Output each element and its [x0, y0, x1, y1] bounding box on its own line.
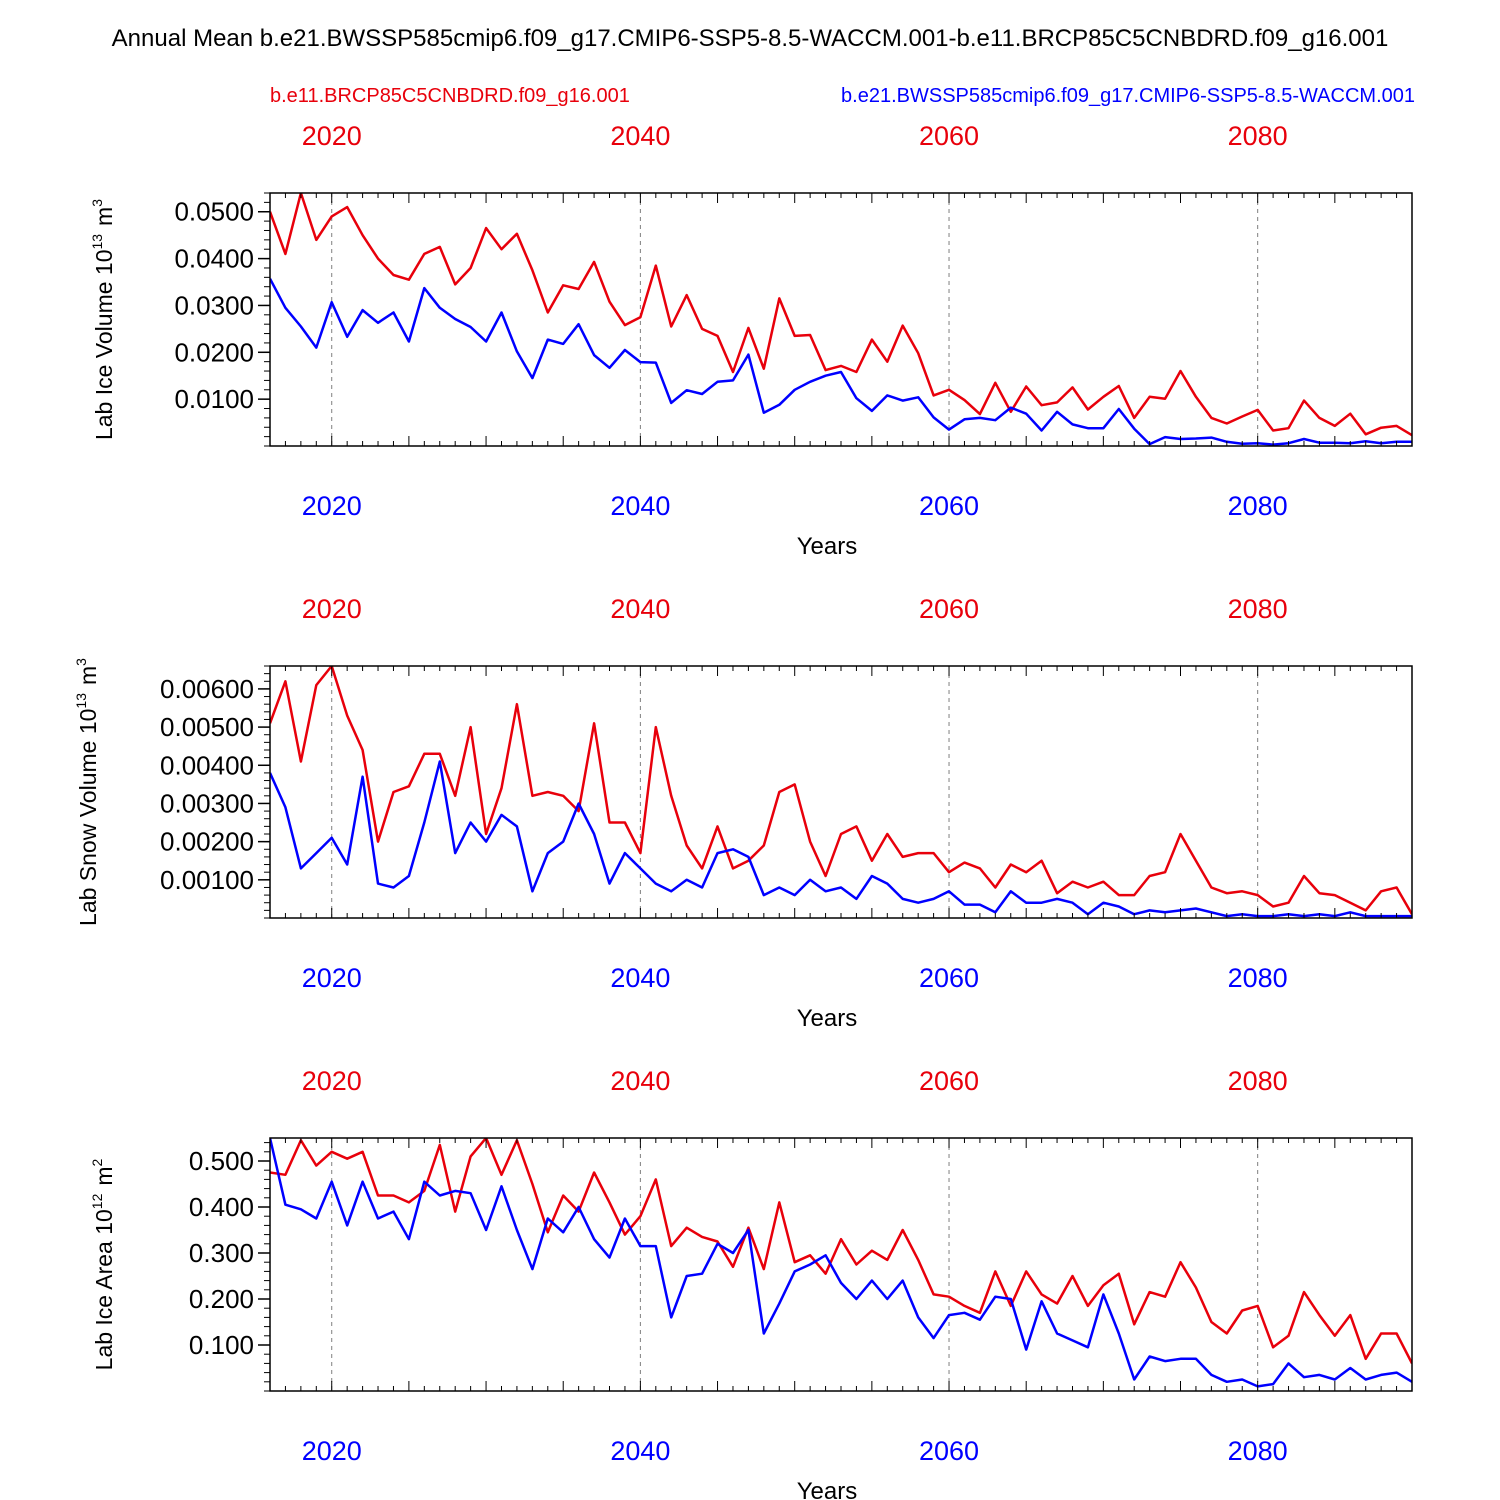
y-tick-label: 0.500 [189, 1146, 254, 1176]
y-axis-label-unit-exponent: 2 [89, 1158, 105, 1166]
y-tick-label: 0.00500 [160, 712, 254, 742]
x-axis-label: Years [797, 1005, 858, 1032]
x-tick-label-top: 2060 [919, 121, 979, 151]
y-axis-label: Lab Snow Volume 1013 m3 [73, 658, 101, 926]
x-tick-label-bottom: 2080 [1228, 491, 1288, 521]
x-axis-label: Years [797, 1478, 858, 1500]
y-axis-label-unit: m [75, 666, 101, 685]
x-tick-label-bottom: 2060 [919, 1436, 979, 1466]
x-tick-label-bottom: 2060 [919, 963, 979, 993]
x-tick-label-top: 2020 [302, 121, 362, 151]
series-line-case1 [270, 193, 1412, 437]
series-line-case2 [270, 1138, 1412, 1388]
x-tick-label-top: 2040 [610, 121, 670, 151]
y-tick-label: 0.00200 [160, 827, 254, 857]
y-tick-label: 0.200 [189, 1284, 254, 1314]
y-tick-label: 0.300 [189, 1238, 254, 1268]
x-tick-label-bottom: 2060 [919, 491, 979, 521]
chart-title: Annual Mean b.e21.BWSSP585cmip6.f09_g17.… [112, 25, 1389, 52]
y-axis-label-unit: m [91, 1166, 117, 1185]
y-tick-label: 0.100 [189, 1330, 254, 1360]
y-axis-label-exponent: 13 [73, 693, 89, 709]
y-axis-label-unit: m [91, 207, 117, 226]
y-tick-label: 0.0400 [174, 244, 254, 274]
y-axis-label-text: Lab Ice Area 10 [91, 1209, 117, 1370]
y-tick-label: 0.00600 [160, 674, 254, 704]
x-tick-label-bottom: 2040 [610, 963, 670, 993]
x-tick-label-bottom: 2020 [302, 491, 362, 521]
x-tick-label-top: 2060 [919, 1066, 979, 1096]
y-tick-label: 0.00400 [160, 750, 254, 780]
chart-panel-1: 0.0100 0.0200 0.0300 0.0400 0.0500 2020 2020 20… [89, 121, 1413, 560]
y-axis-label-unit-exponent: 3 [73, 658, 89, 666]
series-line-case2 [270, 278, 1412, 446]
x-tick-label-top: 2080 [1228, 1066, 1288, 1096]
y-axis-label-text: Lab Snow Volume 10 [75, 709, 101, 926]
x-tick-label-bottom: 2040 [610, 1436, 670, 1466]
plot-frame [269, 1137, 1413, 1392]
plot-frame [269, 192, 1413, 447]
y-axis-label-exponent: 13 [89, 234, 105, 250]
legend-case1-label: b.e11.BRCP85C5CNBDRD.f09_g16.001 [270, 85, 630, 107]
x-tick-label-top: 2060 [919, 594, 979, 624]
chart-panel-2: 0.00100 0.00200 0.00300 0.00400 0.00500 0.006… [73, 594, 1413, 1032]
y-tick-label: 0.0100 [174, 384, 254, 414]
plot-frame [269, 665, 1413, 919]
y-tick-label: 0.00300 [160, 788, 254, 818]
x-tick-label-bottom: 2080 [1228, 963, 1288, 993]
x-tick-label-top: 2040 [610, 594, 670, 624]
x-tick-label-bottom: 2040 [610, 491, 670, 521]
y-tick-label: 0.400 [189, 1192, 254, 1222]
x-tick-label-top: 2080 [1228, 594, 1288, 624]
y-axis-label-exponent: 12 [89, 1193, 105, 1209]
chart-panel-3: 0.100 0.200 0.300 0.400 0.500 2020 2020 2040 204… [89, 1066, 1413, 1500]
series-line-case1 [270, 1138, 1412, 1364]
x-tick-label-bottom: 2020 [302, 963, 362, 993]
x-axis-label: Years [797, 533, 858, 560]
x-tick-label-top: 2080 [1228, 121, 1288, 151]
y-tick-label: 0.0300 [174, 290, 254, 320]
series-line-case1 [270, 666, 1412, 915]
x-tick-label-bottom: 2080 [1228, 1436, 1288, 1466]
y-axis-label-text: Lab Ice Volume 10 [91, 250, 117, 441]
x-tick-label-bottom: 2020 [302, 1436, 362, 1466]
series-line-case2 [270, 760, 1412, 918]
y-tick-label: 0.0200 [174, 337, 254, 367]
x-tick-label-top: 2040 [610, 1066, 670, 1096]
legend-case2-label: b.e21.BWSSP585cmip6.f09_g17.CMIP6-SSP5-8… [841, 85, 1415, 107]
y-axis-label-unit-exponent: 3 [89, 199, 105, 207]
x-tick-label-top: 2020 [302, 594, 362, 624]
y-tick-label: 0.00100 [160, 865, 254, 895]
y-axis-label: Lab Ice Area 1012 m2 [89, 1158, 117, 1370]
y-tick-label: 0.0500 [174, 197, 254, 227]
x-tick-label-top: 2020 [302, 1066, 362, 1096]
y-axis-label: Lab Ice Volume 1013 m3 [89, 199, 117, 440]
